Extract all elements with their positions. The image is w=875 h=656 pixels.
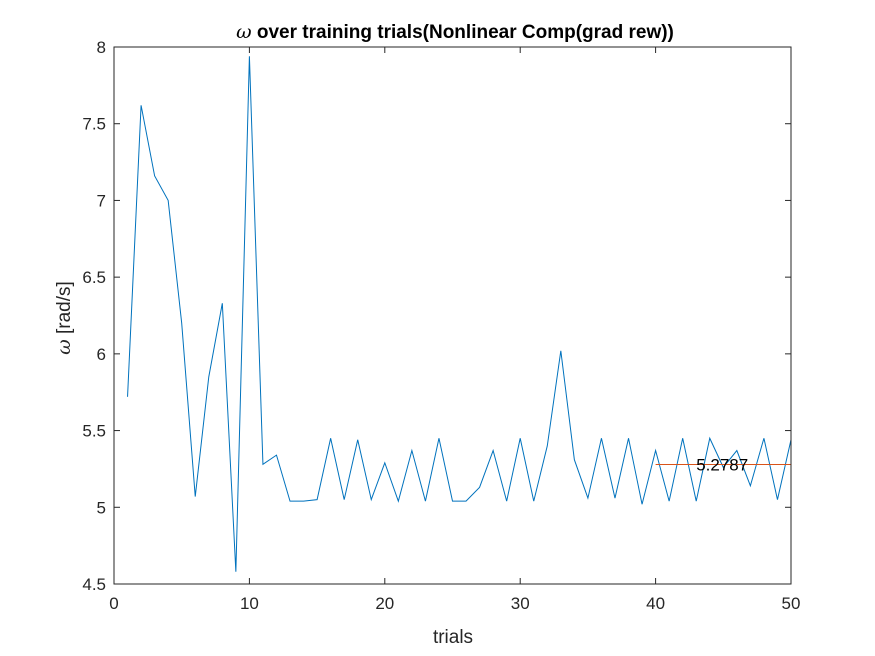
y-tick-label: 6.5 <box>82 268 106 287</box>
y-axis-text: [rad/s] <box>54 281 75 339</box>
x-tick-label: 50 <box>782 594 801 613</box>
x-tick-label: 40 <box>646 594 665 613</box>
y-tick-label: 7 <box>97 191 106 210</box>
plot-area <box>114 47 791 584</box>
y-axis-symbol: ω <box>53 339 75 355</box>
plot-background <box>114 47 791 584</box>
x-tick-label: 30 <box>511 594 530 613</box>
title-symbol: ω <box>236 21 252 43</box>
y-tick-label: 5.5 <box>82 422 106 441</box>
axes-box <box>113 46 792 585</box>
y-axis-label: ω [rad/s] <box>53 281 75 355</box>
y-tick-label: 6 <box>97 345 106 364</box>
y-tick-label: 8 <box>97 38 106 57</box>
series-layer <box>127 56 792 572</box>
y-tick-label: 5 <box>97 498 106 517</box>
x-tick-label: 20 <box>375 594 394 613</box>
x-tick-label: 10 <box>240 594 259 613</box>
axes: 0 10 20 30 40 50 4.5 5 5.5 6 6.5 7 7.5 8 <box>82 38 800 613</box>
y-tick-label: 4.5 <box>82 575 106 594</box>
annotation-layer: 5.2787 <box>696 456 748 475</box>
series-line-1 <box>127 56 792 572</box>
title-text: over training trials(Nonlinear Comp(grad… <box>252 22 674 43</box>
chart-title: ω over training trials(Nonlinear Comp(gr… <box>236 21 674 43</box>
annotation-label-1: 5.2787 <box>696 456 748 475</box>
y-tick-label: 7.5 <box>82 115 106 134</box>
x-tick-label: 0 <box>109 594 118 613</box>
x-axis-label: trials <box>433 627 473 648</box>
